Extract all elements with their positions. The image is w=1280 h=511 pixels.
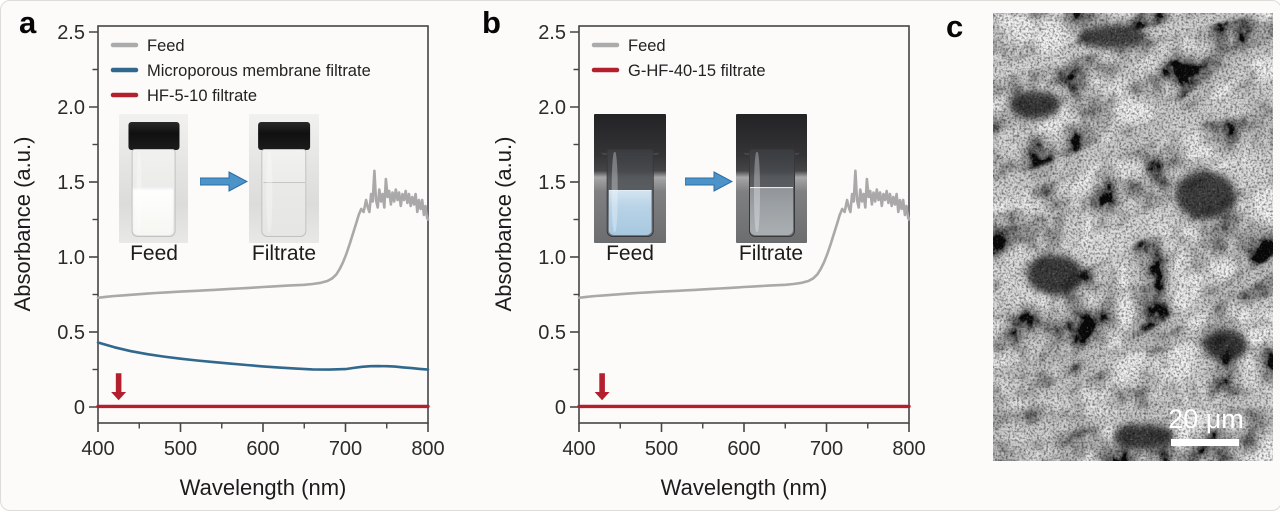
x-tick-label: 700 bbox=[810, 438, 843, 460]
feed-photo-caption-a: Feed bbox=[130, 242, 178, 265]
x-tick-label: 800 bbox=[411, 438, 444, 460]
legend-label-g-hf-40-15-filtrate: G-HF-40-15 filtrate bbox=[628, 62, 766, 80]
down-arrow-icon bbox=[594, 373, 610, 401]
sem-micrograph: 20 μm bbox=[993, 13, 1273, 461]
x-axis-title: Wavelength (nm) bbox=[661, 475, 828, 500]
vial-cap-icon bbox=[258, 121, 310, 151]
legend-label-feed: Feed bbox=[147, 37, 185, 55]
right-arrow-icon bbox=[200, 171, 248, 192]
clear-filtrate-liquid bbox=[263, 181, 305, 235]
y-tick-label: 1.0 bbox=[57, 247, 85, 269]
x-tick-label: 700 bbox=[329, 438, 362, 460]
filtrate-vial-photo-b bbox=[736, 114, 807, 243]
legend-label-microporous-membrane-filtrate: Microporous membrane filtrate bbox=[147, 62, 371, 80]
y-axis-title: Absorbance (a.u.) bbox=[491, 137, 516, 312]
x-axis-title: Wavelength (nm) bbox=[180, 475, 347, 500]
y-tick-label: 2.5 bbox=[538, 22, 566, 44]
clear-filtrate-liquid bbox=[750, 186, 793, 235]
down-arrow-icon bbox=[111, 373, 127, 401]
vial-body bbox=[131, 148, 176, 238]
legend-label-hf-5-10-filtrate: HF-5-10 filtrate bbox=[147, 87, 257, 105]
panel-label-a: a bbox=[19, 5, 37, 40]
filtrate-vial-photo-a bbox=[249, 114, 319, 243]
milky-feed-liquid bbox=[132, 187, 175, 235]
x-tick-label: 600 bbox=[727, 438, 760, 460]
vial-body bbox=[261, 148, 307, 238]
x-tick-label: 400 bbox=[81, 438, 114, 460]
y-tick-label: 2.0 bbox=[538, 97, 566, 119]
x-tick-label: 600 bbox=[246, 438, 279, 460]
x-tick-label: 400 bbox=[562, 438, 595, 460]
y-tick-label: 0 bbox=[74, 397, 85, 419]
feed-photo-caption-b: Feed bbox=[606, 242, 654, 265]
y-tick-label: 2.5 bbox=[57, 22, 85, 44]
chart-a: 400 500 600 700 800 0 0.5 1.0 1.5 2.0 2.5 Feed Micro… bbox=[10, 22, 445, 500]
y-axis-title: Absorbance (a.u.) bbox=[10, 137, 35, 312]
scale-bar bbox=[1171, 439, 1239, 446]
scale-bar-label: 20 μm bbox=[1168, 404, 1244, 434]
panel-label-b: b bbox=[482, 5, 501, 40]
blue-feed-liquid bbox=[608, 190, 652, 235]
right-arrow-icon bbox=[685, 171, 733, 192]
series-feed bbox=[96, 169, 430, 300]
y-tick-label: 2.0 bbox=[57, 97, 85, 119]
x-tick-label: 800 bbox=[892, 438, 925, 460]
y-tick-label: 0.5 bbox=[538, 322, 566, 344]
series-microporous-membrane-filtrate bbox=[96, 341, 430, 371]
vial-body bbox=[748, 148, 795, 238]
x-tick-label: 500 bbox=[164, 438, 197, 460]
y-tick-label: 1.5 bbox=[538, 172, 566, 194]
series-feed bbox=[577, 169, 911, 300]
vial-body bbox=[606, 148, 654, 238]
y-tick-label: 1.5 bbox=[57, 172, 85, 194]
sem-grain-light bbox=[993, 13, 1273, 461]
x-tick-label: 500 bbox=[645, 438, 678, 460]
feed-vial-photo-a bbox=[119, 114, 188, 243]
vial-cap-icon bbox=[127, 121, 180, 151]
feed-vial-photo-b bbox=[594, 114, 666, 243]
panel-label-c: c bbox=[946, 9, 964, 44]
filtrate-photo-caption-a: Filtrate bbox=[251, 242, 317, 265]
y-tick-label: 1.0 bbox=[538, 247, 566, 269]
filtrate-photo-caption-b: Filtrate bbox=[738, 242, 804, 265]
y-tick-label: 0.5 bbox=[57, 322, 85, 344]
chart-b: 400 500 600 700 800 0 0.5 1.0 1.5 2.0 2.5 Feed G-HF-… bbox=[491, 22, 926, 500]
legend-label-feed: Feed bbox=[628, 37, 666, 55]
y-tick-label: 0 bbox=[555, 397, 566, 419]
